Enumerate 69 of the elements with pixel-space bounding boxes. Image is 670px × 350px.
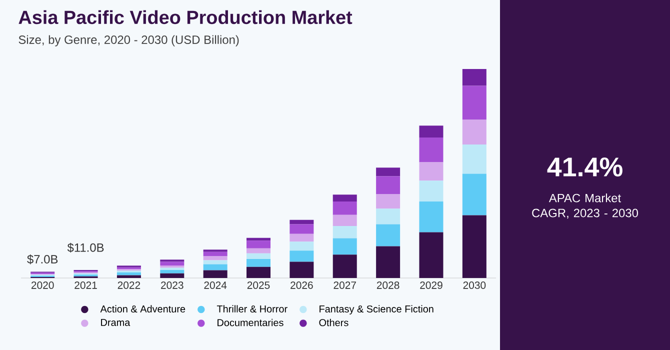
bar: [419, 180, 444, 202]
bar: [332, 214, 357, 226]
bar: [462, 174, 486, 216]
bar: [160, 262, 184, 266]
annotation: $7.0B: [27, 254, 58, 264]
x-tick-label: 2023: [161, 282, 184, 289]
x-tick-label: 2025: [247, 282, 270, 289]
bar: [203, 252, 228, 256]
bar: [419, 202, 444, 232]
bar: [203, 260, 228, 264]
bar: [160, 265, 184, 268]
bar: [419, 162, 444, 181]
bar: [376, 208, 400, 224]
legend-label: Action & Adventure: [100, 305, 186, 312]
bar: [246, 238, 271, 241]
bar: [462, 86, 486, 120]
legend-label: Fantasy & Science Fiction: [320, 305, 434, 314]
bar: [290, 262, 314, 278]
bar: [332, 226, 357, 238]
legend-label: Documentaries: [218, 318, 284, 326]
bar: [246, 266, 271, 278]
text: 41.4%: [547, 158, 622, 176]
bar: [290, 250, 314, 262]
bar: [419, 138, 444, 162]
x-tick-label: 2021: [74, 282, 97, 289]
chart-title: Asia Pacific Video Production Market: [18, 10, 352, 24]
bar: [203, 270, 228, 278]
chart-subtitle: Size, by Genre, 2020 - 2030 (USD Billion): [18, 35, 239, 46]
bar: [332, 194, 357, 202]
legend-label: Thriller & Horror: [216, 305, 288, 312]
x-tick-label: 2020: [31, 282, 54, 289]
x-tick-label: 2029: [420, 282, 442, 289]
bar: [203, 264, 228, 270]
bar: [290, 242, 314, 251]
text: APAC Market CAGR, 2023 - 2030: [532, 194, 638, 219]
bar: [376, 168, 400, 176]
annotation: $11.0B: [67, 242, 104, 253]
x-tick-label: 2030: [463, 282, 486, 289]
legend-label: Others: [319, 318, 348, 326]
bar: [246, 253, 271, 259]
bar: [332, 254, 357, 278]
bar: [332, 202, 357, 215]
bar: [462, 144, 486, 174]
x-tick-label: 2026: [290, 282, 313, 289]
bar: [376, 224, 400, 246]
x-tick-label: 2022: [118, 282, 140, 289]
bar: [376, 194, 400, 209]
bar: [116, 272, 141, 276]
x-tick-label: 2027: [334, 282, 356, 289]
bar: [376, 176, 400, 194]
bar: [246, 258, 271, 267]
bar: [290, 220, 314, 224]
bar: [462, 69, 486, 86]
x-tick-label: 2028: [376, 282, 400, 289]
bar: [376, 246, 400, 278]
bar: [246, 240, 271, 248]
bar: [419, 126, 444, 138]
bar: [160, 273, 184, 278]
bar: [419, 232, 444, 278]
x-tick-label: 2024: [204, 282, 227, 289]
bar: [160, 270, 184, 274]
bar: [462, 215, 486, 278]
bar: [462, 120, 486, 144]
legend-label: Drama: [101, 319, 130, 326]
bar: [246, 248, 271, 254]
bar: [290, 224, 314, 234]
bar: [290, 234, 314, 242]
bar: [332, 238, 357, 255]
bar: [116, 275, 141, 278]
